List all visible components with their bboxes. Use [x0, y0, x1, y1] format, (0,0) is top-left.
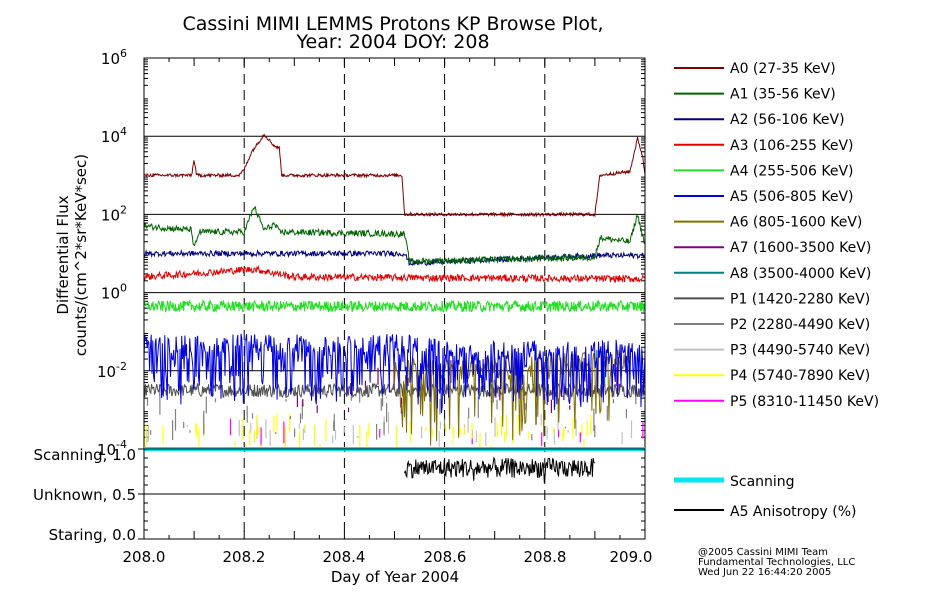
legend-label: P4 (5740-7890 KeV): [730, 368, 870, 384]
x-tick-label-208-6: 208.6: [424, 548, 467, 566]
legend: A0 (27-35 KeV) A1 (35-56 KeV) A2 (56-106 K…: [674, 61, 879, 520]
x-axis-label: Day of Year 2004: [331, 568, 459, 586]
legend-label: P5 (8310-11450 KeV): [730, 394, 879, 410]
series-line: [143, 333, 646, 414]
legend-label: P3 (4490-5740 KeV): [730, 343, 870, 359]
legend-label: P1 (1420-2280 KeV): [730, 291, 870, 307]
legend-label: A7 (1600-3500 KeV): [730, 240, 871, 256]
series-line: [143, 298, 646, 313]
lower-tick-label-staring: Staring, 0.0: [49, 526, 136, 544]
lower-plot-frame: [143, 448, 646, 540]
credits-line3: Wed Jun 22 16:44:20 2005: [698, 567, 831, 578]
legend-label: A5 Anisotropy (%): [730, 504, 857, 520]
legend-label: A4 (255-506 KeV): [730, 163, 853, 179]
chart-title-line1: Cassini MIMI LEMMS Protons KP Browse Plo…: [182, 13, 603, 35]
y-tick-label: 106: [101, 47, 127, 68]
anisotropy-line: [404, 456, 596, 483]
x-tick-label-208-2: 208.2: [223, 548, 266, 566]
y-axis-label-line1: Differential Flux: [54, 195, 72, 314]
legend-label: A3 (106-255 KeV): [730, 138, 853, 154]
chart-title-line2: Year: 2004 DOY: 208: [295, 31, 489, 53]
legend-label: A8 (3500-4000 KeV): [730, 266, 871, 282]
x-tick-label-209-0: 209.0: [610, 548, 653, 566]
x-tick-label-208-4: 208.4: [323, 548, 366, 566]
lower-tick-label-unknown: Unknown, 0.5: [33, 486, 136, 504]
y-tick-label: 10-4: [97, 438, 127, 459]
series-line: [143, 133, 646, 218]
legend-label: A1 (35-56 KeV): [730, 87, 836, 103]
series-line: [143, 264, 646, 284]
x-tick-label-208-0: 208.0: [123, 548, 166, 566]
series-line: [143, 248, 646, 266]
credits-line1: @2005 Cassini MIMI Team: [698, 547, 828, 558]
x-tick-label-208-8: 208.8: [524, 548, 567, 566]
series-line: [143, 206, 646, 266]
y-tick-label: 102: [101, 203, 127, 224]
legend-label: Scanning: [730, 474, 795, 490]
legend-label: A5 (506-805 KeV): [730, 189, 853, 205]
y-axis-label-line2: counts/(cm^2*sr*KeV*sec): [72, 154, 90, 356]
y-tick-label: 104: [101, 125, 127, 146]
credits-line2: Fundamental Technologies, LLC: [698, 557, 855, 568]
flux-plot-area: [143, 57, 646, 539]
lower-tick-label-scanning: Scanning, 1.0: [33, 446, 136, 464]
y-tick-label: 100: [101, 282, 127, 303]
legend-label: A2 (56-106 KeV): [730, 112, 845, 128]
legend-label: P2 (2280-4490 KeV): [730, 317, 870, 333]
legend-label: A0 (27-35 KeV): [730, 61, 836, 77]
legend-label: A6 (805-1600 KeV): [730, 215, 862, 231]
y-tick-label: 10-2: [97, 360, 127, 381]
scan-anisotropy-plot-area: [138, 447, 646, 540]
